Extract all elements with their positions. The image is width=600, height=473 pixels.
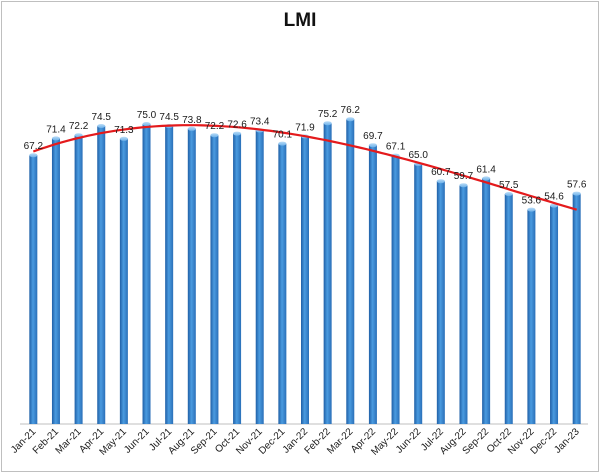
bar-Jan-23 [572,193,581,424]
bar-cap-Sep-21 [210,133,219,138]
data-label-Jun-22: 65.0 [408,150,428,161]
bar-Jun-21 [142,124,151,424]
bar-Jan-21 [29,155,38,424]
bar-Aug-22 [459,185,468,424]
data-label-Dec-21: 70.1 [273,130,293,141]
x-tick-Mar-22: Mar-22 [325,426,355,456]
data-label-Jan-23: 57.6 [567,180,587,191]
bar-Dec-21 [278,143,287,424]
data-label-Mar-21: 72.2 [69,121,89,132]
data-label-Nov-22: 53.6 [522,196,542,207]
bar-cap-Mar-22 [346,117,355,122]
bar-May-21 [119,138,128,425]
x-tick-Dec-22: Dec-22 [529,426,560,457]
bar-Sep-21 [210,135,219,424]
bar-Nov-21 [255,130,264,424]
data-label-Sep-21: 72.2 [205,121,225,132]
bar-Apr-21 [97,126,106,424]
data-label-Oct-21: 72.6 [227,120,247,131]
bar-cap-Sep-22 [482,176,491,181]
bar-Feb-22 [323,123,332,424]
bar-Mar-21 [74,135,83,424]
bar-cap-Dec-21 [278,141,287,146]
data-label-Feb-22: 75.2 [318,109,338,120]
bar-Dec-22 [550,205,559,424]
data-label-Apr-22: 69.7 [363,131,383,142]
data-label-Sep-22: 61.4 [476,164,496,175]
bar-cap-Feb-21 [51,136,60,141]
x-tick-Sep-21: Sep-21 [189,426,220,457]
x-tick-Sep-22: Sep-22 [461,426,492,457]
data-label-May-21: 71.3 [114,125,134,136]
chart-title: LMI [283,10,317,31]
bar-Apr-22 [368,145,377,424]
bar-cap-Apr-22 [368,143,377,148]
bar-cap-Oct-21 [233,131,242,136]
bar-cap-Aug-21 [187,126,196,131]
data-label-Jul-22: 60.7 [431,167,451,178]
bar-Oct-22 [504,194,513,424]
bar-cap-Apr-21 [97,124,106,128]
data-label-Jan-21: 67.2 [24,141,44,152]
trendline [32,124,578,211]
data-label-Nov-21: 73.4 [250,116,270,127]
bar-Jun-22 [414,164,423,424]
bar-cap-Feb-22 [323,121,332,126]
data-label-Mar-22: 76.2 [341,105,361,116]
bar-Jul-22 [436,181,445,424]
bar-cap-Aug-22 [459,183,468,188]
bar-cap-May-21 [119,136,128,141]
bar-cap-Jan-21 [29,153,38,158]
data-label-Jul-21: 74.5 [159,112,179,123]
bar-Feb-21 [51,138,60,424]
bar-Sep-22 [482,178,491,424]
bar-May-22 [391,155,400,424]
data-label-Jun-21: 75.0 [137,110,157,121]
x-tick-Jun-22: Jun-22 [394,426,424,456]
bar-cap-Jun-21 [142,122,151,126]
bar-Jul-21 [165,126,174,424]
bar-cap-Mar-21 [74,133,83,138]
data-label-Aug-21: 73.8 [182,115,202,126]
bar-Mar-22 [346,119,355,424]
data-label-Dec-22: 54.6 [544,192,564,203]
bar-Aug-21 [187,128,196,425]
x-tick-Mar-21: Mar-21 [54,426,84,456]
data-label-Jan-22: 71.9 [295,122,315,133]
bar-cap-Jul-22 [436,179,445,184]
data-label-Aug-22: 59.7 [454,171,474,182]
bar-cap-Nov-22 [527,207,536,212]
bar-cap-Jan-23 [572,191,581,196]
x-tick-Jan-23: Jan-23 [552,426,582,456]
x-tick-Dec-21: Dec-21 [257,426,288,457]
bar-Nov-22 [527,209,536,424]
bar-Oct-21 [233,133,242,424]
x-tick-Jun-21: Jun-21 [122,426,152,456]
data-label-Oct-22: 57.5 [499,180,519,191]
data-label-May-22: 67.1 [386,142,406,153]
bar-cap-Oct-22 [504,192,513,196]
bar-Jan-22 [301,136,309,424]
data-label-Feb-21: 71.4 [46,124,66,135]
data-label-Apr-21: 74.5 [92,112,112,123]
